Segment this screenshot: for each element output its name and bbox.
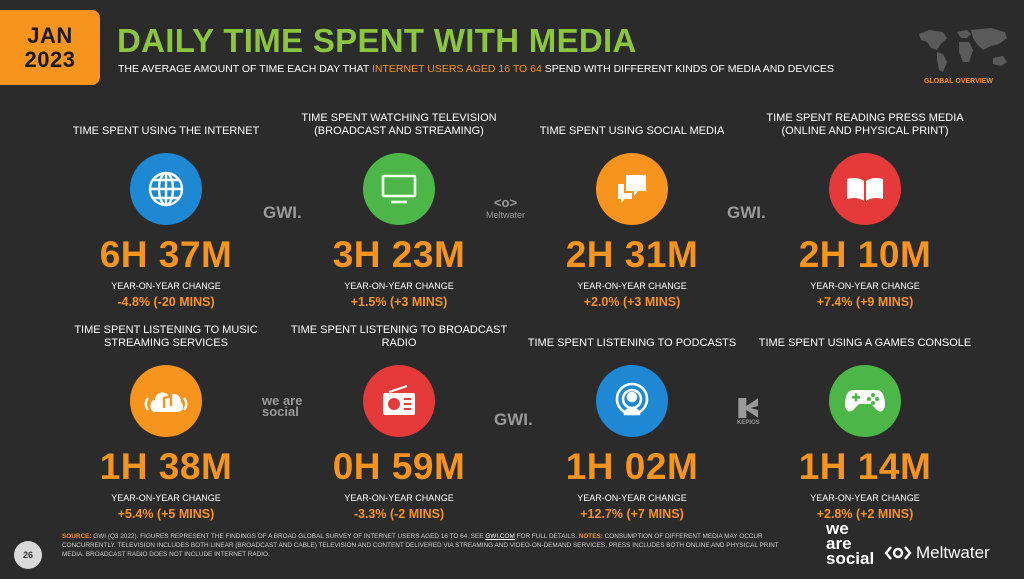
notes-text: CONSUMPTION OF DIFFERENT MEDIA MAY OCCUR… bbox=[62, 533, 779, 558]
page-title: DAILY TIME SPENT WITH MEDIA bbox=[117, 22, 637, 59]
gwi-logo: GWI. bbox=[494, 410, 533, 429]
meltwater-source-logo: <o> Meltwater bbox=[486, 195, 525, 220]
subtitle-pre: THE AVERAGE AMOUNT OF TIME EACH DAY THAT bbox=[118, 63, 372, 75]
gwi-link[interactable]: GWI.COM bbox=[485, 533, 515, 540]
metric-value: 1H 02M bbox=[565, 446, 699, 487]
date-badge: JAN 2023 bbox=[0, 10, 100, 85]
footer-notes: SOURCE: GWI (Q3 2022). FIGURES REPRESENT… bbox=[62, 532, 792, 559]
source-key: SOURCE: bbox=[62, 533, 92, 540]
metric-label: TIME SPENT WATCHING TELEVISION (BROADCAS… bbox=[301, 112, 497, 137]
logo-word-are: are bbox=[826, 534, 852, 553]
kepios-mark-icon bbox=[738, 398, 759, 418]
subtitle-post: SPEND WITH DIFFERENT KINDS OF MEDIA AND … bbox=[541, 63, 834, 75]
metric-broadcast-radio: TIME SPENT LISTENING TO BROADCAST RADIO … bbox=[284, 322, 514, 521]
yoy-value: -3.3% (-2 MINS) bbox=[353, 507, 445, 521]
yoy-label: YEAR-ON-YEAR CHANGE bbox=[577, 281, 687, 291]
metric-value: 2H 31M bbox=[565, 234, 699, 275]
metric-label: TIME SPENT LISTENING TO BROADCAST RADIO bbox=[290, 324, 508, 349]
yoy-label: YEAR-ON-YEAR CHANGE bbox=[810, 493, 920, 503]
chat-bubbles-icon bbox=[596, 153, 668, 225]
meltwater-logo: Meltwater bbox=[884, 543, 990, 563]
metric-social-media: TIME SPENT USING SOCIAL MEDIA 2H 31M YEA… bbox=[517, 110, 747, 309]
global-overview-label: GLOBAL OVERVIEW bbox=[924, 78, 993, 85]
notes-key: NOTES: bbox=[578, 533, 603, 540]
metric-value: 1H 38M bbox=[99, 446, 233, 487]
podcast-icon bbox=[596, 365, 668, 437]
metric-label: TIME SPENT USING A GAMES CONSOLE bbox=[758, 337, 972, 349]
meltwater-icon bbox=[884, 546, 912, 560]
kepios-label: KEPIOS bbox=[737, 420, 760, 426]
radio-icon bbox=[363, 365, 435, 437]
yoy-label: YEAR-ON-YEAR CHANGE bbox=[577, 493, 687, 503]
page-subtitle: THE AVERAGE AMOUNT OF TIME EACH DAY THAT… bbox=[118, 63, 834, 75]
source-text: GWI (Q3 2022). FIGURES REPRESENT THE FIN… bbox=[91, 533, 486, 540]
page-number: 26 bbox=[14, 541, 42, 569]
yoy-label: YEAR-ON-YEAR CHANGE bbox=[344, 281, 454, 291]
globe-icon bbox=[130, 153, 202, 225]
world-map-icon bbox=[919, 28, 1007, 72]
gwi-logo: GWI. bbox=[263, 203, 302, 222]
we-are-social-source-logo: we are social bbox=[262, 393, 303, 419]
we-are-social-logo: we are social bbox=[826, 519, 875, 568]
gamepad-icon bbox=[829, 365, 901, 437]
yoy-label: YEAR-ON-YEAR CHANGE bbox=[810, 281, 920, 291]
metric-label: TIME SPENT LISTENING TO PODCASTS bbox=[527, 337, 737, 349]
yoy-label: YEAR-ON-YEAR CHANGE bbox=[344, 493, 454, 503]
metric-podcasts: TIME SPENT LISTENING TO PODCASTS 1H 02M … bbox=[517, 322, 747, 521]
logo-word-social: social bbox=[826, 549, 875, 568]
metric-value: 2H 10M bbox=[798, 234, 932, 275]
television-icon bbox=[363, 153, 435, 225]
metric-press-media: TIME SPENT READING PRESS MEDIA (ONLINE A… bbox=[750, 110, 980, 309]
metric-games-console: TIME SPENT USING A GAMES CONSOLE 1H 14M … bbox=[750, 322, 980, 521]
metric-value: 0H 59M bbox=[332, 446, 466, 487]
metric-value: 3H 23M bbox=[332, 234, 466, 275]
metric-internet: TIME SPENT USING THE INTERNET 6H 37M YEA… bbox=[51, 110, 281, 309]
yoy-value: +7.4% (+9 MINS) bbox=[816, 295, 914, 309]
gwi-logo: GWI. bbox=[727, 203, 766, 222]
source-tail: FOR FULL DETAILS. bbox=[514, 533, 579, 540]
metric-value: 6H 37M bbox=[99, 234, 233, 275]
yoy-value: -4.8% (-20 MINS) bbox=[117, 295, 215, 309]
metric-label: TIME SPENT READING PRESS MEDIA (ONLINE A… bbox=[766, 112, 964, 137]
yoy-value: +12.7% (+7 MINS) bbox=[580, 507, 684, 521]
date-month: JAN bbox=[27, 22, 73, 48]
meltwater-wordmark: Meltwater bbox=[916, 543, 990, 562]
metric-value: 1H 14M bbox=[798, 446, 932, 487]
yoy-value: +2.8% (+2 MINS) bbox=[816, 507, 914, 521]
date-year: 2023 bbox=[24, 46, 76, 72]
metric-label: TIME SPENT USING THE INTERNET bbox=[72, 125, 260, 137]
meltwater-source-label: Meltwater bbox=[486, 210, 526, 220]
yoy-value: +2.0% (+3 MINS) bbox=[583, 295, 681, 309]
meltwater-mark-icon: <o> bbox=[493, 195, 518, 210]
metric-music-streaming: TIME SPENT LISTENING TO MUSIC STREAMING … bbox=[51, 322, 281, 521]
book-icon bbox=[829, 153, 901, 225]
metric-label: TIME SPENT LISTENING TO MUSIC STREAMING … bbox=[74, 324, 258, 349]
logo-word-we: we bbox=[826, 519, 849, 538]
metric-television: TIME SPENT WATCHING TELEVISION (BROADCAS… bbox=[284, 110, 514, 309]
yoy-value: +1.5% (+3 MINS) bbox=[350, 295, 448, 309]
kepios-logo: KEPIOS bbox=[737, 398, 760, 426]
yoy-label: YEAR-ON-YEAR CHANGE bbox=[111, 493, 221, 503]
music-cloud-icon bbox=[130, 365, 202, 437]
metric-label: TIME SPENT USING SOCIAL MEDIA bbox=[539, 125, 725, 137]
yoy-value: +5.4% (+5 MINS) bbox=[117, 507, 215, 521]
subtitle-highlight: INTERNET USERS AGED 16 TO 64 bbox=[372, 63, 542, 75]
yoy-label: YEAR-ON-YEAR CHANGE bbox=[111, 281, 221, 291]
